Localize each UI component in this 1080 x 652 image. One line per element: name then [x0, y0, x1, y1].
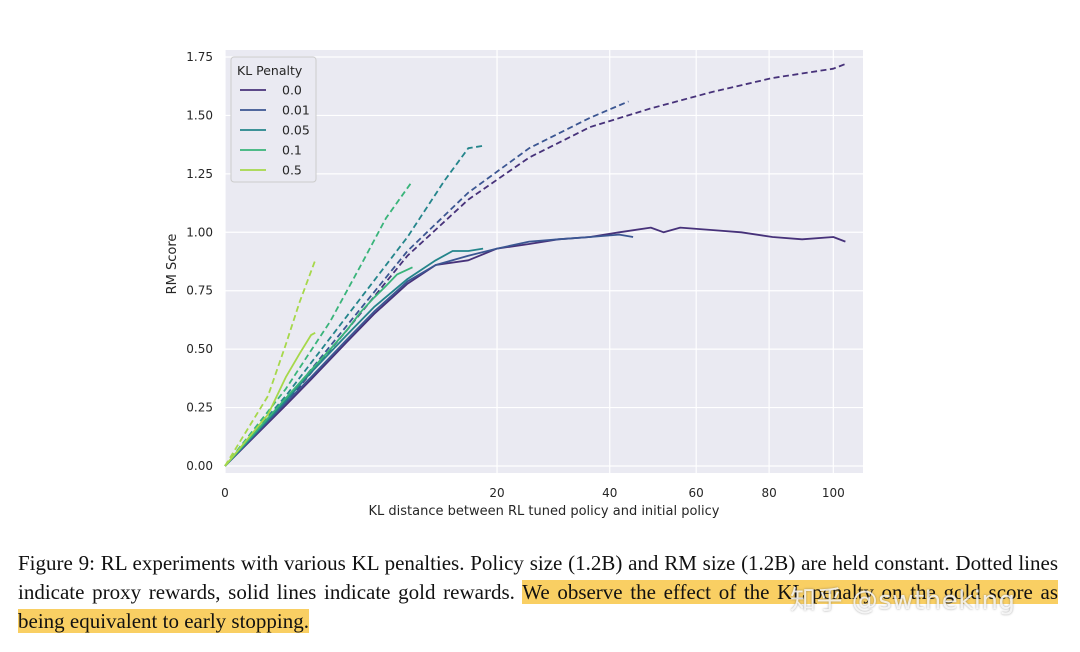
proxy-line-kl-0.05: [224, 144, 484, 467]
y-tick-label: 0.25: [186, 401, 213, 415]
legend-title: KL Penalty: [237, 63, 303, 78]
x-tick-label: 0: [221, 486, 229, 500]
x-tick-label: 100: [822, 486, 845, 500]
x-tick-label: 60: [689, 486, 704, 500]
y-tick-label: 1.25: [186, 167, 213, 181]
legend-entry-0.05: 0.05: [282, 123, 310, 138]
x-axis-ticks: 0 20 40 60 80 100: [221, 486, 845, 500]
proxy-line-kl-0.1: [224, 180, 414, 467]
gold-line-kl-0.01: [224, 233, 634, 467]
legend-entry-0.1: 0.1: [282, 143, 302, 158]
legend-entry-0.01: 0.01: [282, 103, 310, 118]
legend-entry-0.0: 0.0: [282, 83, 302, 98]
grid-lines: [224, 50, 863, 473]
watermark: 知乎 @swtheking: [790, 586, 1016, 616]
figure-caption: Figure 9: RL experiments with various KL…: [18, 549, 1059, 636]
y-tick-label: 0.50: [186, 342, 213, 356]
x-tick-label: 80: [761, 486, 776, 500]
plot-area: [225, 50, 863, 473]
proxy-line-kl-0.5: [224, 259, 317, 467]
y-tick-label: 1.75: [186, 50, 213, 64]
y-tick-label: 1.00: [186, 225, 213, 239]
y-tick-label: 1.50: [186, 108, 213, 122]
legend: KL Penalty 0.0 0.01 0.05 0.1 0.5: [230, 56, 317, 183]
y-axis-label: RM Score: [165, 234, 180, 295]
series-layer: [224, 63, 846, 467]
x-axis-label: KL distance between RL tuned policy and …: [369, 504, 720, 519]
gold-line-kl-0.1: [224, 266, 413, 467]
y-axis-ticks: 0.00 0.25 0.50 0.75 1.00 1.25 1.50 1.75: [186, 50, 213, 473]
y-tick-label: 0.75: [186, 284, 213, 298]
caption-part-1: Figure 9: RL experiments with various KL…: [18, 551, 1058, 604]
x-tick-label: 40: [602, 486, 617, 500]
legend-items: 0.0 0.01 0.05 0.1 0.5: [240, 83, 310, 178]
legend-entry-0.5: 0.5: [282, 163, 302, 178]
rl-kl-penalty-chart: 0 20 40 60 80 100 0.00 0.25 0.50 0.75 1.00 1.25 1.5…: [165, 50, 863, 519]
x-tick-label: 20: [489, 486, 504, 500]
gold-line-kl-0.05: [224, 247, 484, 467]
y-tick-label: 0.00: [186, 459, 213, 473]
gold-line-kl-0.5: [224, 332, 316, 467]
